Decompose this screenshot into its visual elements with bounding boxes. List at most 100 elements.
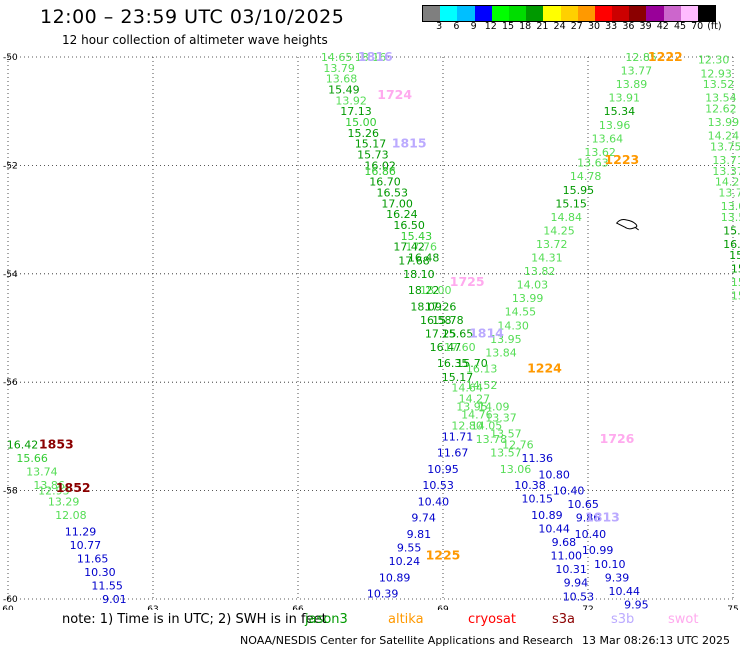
color-swatch bbox=[440, 6, 458, 21]
wave-height-value: 13.57 bbox=[490, 428, 522, 441]
wave-height-value: 16.35 bbox=[437, 357, 469, 370]
wave-height-value: 10.89 bbox=[379, 571, 411, 584]
wave-height-value: 12.93 bbox=[700, 67, 732, 80]
pass-labels: 1816 1724 1815 1222 1223 1725 1814 1224 1726 1853… bbox=[39, 49, 683, 563]
wave-height-value: 13.63 bbox=[577, 157, 609, 170]
pass-id-label: 1853 bbox=[39, 437, 74, 452]
wave-height-value: 10.65 bbox=[567, 498, 599, 511]
wave-height-value: 13.57 bbox=[490, 447, 522, 460]
wave-height-value: 13.62 bbox=[584, 146, 616, 159]
color-scale-label: 39 bbox=[639, 21, 652, 32]
satellite-legend-s3b: s3b bbox=[611, 612, 635, 627]
wave-height-value: 15.70 bbox=[456, 357, 488, 370]
y-tick-label: -54 bbox=[3, 270, 18, 280]
wave-height-value: 16.42 bbox=[7, 439, 39, 452]
wave-height-value: 15.78 bbox=[432, 314, 464, 327]
wave-height-value: 13.84 bbox=[485, 346, 517, 359]
color-scale-label: 15 bbox=[501, 21, 515, 32]
wave-height-value: 14.09 bbox=[478, 401, 510, 414]
wave-height-value: 14.03 bbox=[517, 279, 549, 292]
wave-height-value: 9.95 bbox=[624, 598, 649, 610]
wave-height-value: 11.65 bbox=[77, 552, 109, 565]
color-swatch bbox=[474, 6, 492, 21]
y-tick-label: -58 bbox=[3, 487, 18, 497]
wave-height-value: 10.44 bbox=[538, 523, 570, 536]
wave-height-value: 13.68 bbox=[326, 73, 358, 86]
wave-height-value: 10.31 bbox=[555, 563, 587, 576]
pass-id-label: 1813 bbox=[585, 510, 620, 525]
wave-height-value: 13.95 bbox=[490, 333, 522, 346]
wave-height-value: 12.76 bbox=[502, 439, 534, 452]
pass-id-label: 1852 bbox=[56, 480, 91, 495]
color-swatch bbox=[491, 6, 509, 21]
wave-height-value: 15.73 bbox=[357, 149, 389, 162]
wave-height-value: 16.58 bbox=[420, 314, 452, 327]
altimeter-track-values: 14.65 18.1613.7913.6815.4913.9217.1315.00… bbox=[7, 51, 740, 610]
island-outline bbox=[615, 218, 639, 231]
color-swatch bbox=[508, 6, 527, 21]
wave-height-value: 15. bbox=[729, 249, 740, 262]
wave-height-value: 13.96 bbox=[599, 119, 631, 132]
color-swatch bbox=[457, 6, 475, 21]
wave-height-value: 12.08 bbox=[55, 509, 87, 522]
wave-height-value: 10.95 bbox=[427, 463, 459, 476]
wave-height-value: 15.65 bbox=[442, 327, 474, 340]
y-tick-label: -60 bbox=[3, 595, 18, 605]
wave-height-value: 13.64 bbox=[592, 132, 624, 145]
wave-height-value: 14.23 bbox=[715, 176, 740, 189]
wave-height-value: 9.94 bbox=[564, 577, 589, 590]
wave-height-value: 9.81 bbox=[407, 528, 432, 541]
wave-height-value: 11.36 bbox=[522, 452, 554, 465]
pass-id-label: 1814 bbox=[469, 325, 504, 340]
wave-height-value: 10.40 bbox=[553, 485, 585, 498]
wave-height-value: 17.42 bbox=[393, 241, 425, 254]
wave-height-value: 16.13 bbox=[466, 363, 498, 376]
wave-height-value: 13.82 bbox=[524, 265, 556, 278]
color-swatch bbox=[612, 6, 630, 21]
wave-height-value: 18.09 bbox=[410, 300, 442, 313]
y-tick-label: -56 bbox=[3, 378, 18, 388]
color-scale-label: 24 bbox=[553, 21, 566, 32]
satellite-legend-swot: swot bbox=[668, 612, 699, 627]
wave-height-value: 10.24 bbox=[389, 555, 421, 568]
wave-height-value: 14.25 bbox=[543, 224, 575, 237]
x-tick-label: 75 bbox=[727, 605, 738, 610]
color-swatch bbox=[577, 6, 595, 21]
wave-height-value: 13.71 bbox=[712, 154, 740, 167]
wave-height-value: 10.53 bbox=[422, 479, 454, 492]
wave-height-value: 10.40 bbox=[418, 495, 450, 508]
wave-height-value: 16.86 bbox=[364, 165, 396, 178]
color-scale-label: 9 bbox=[470, 21, 477, 32]
wave-height-value: 12.62 bbox=[705, 102, 737, 115]
wave-height-value: 13.99 bbox=[708, 116, 740, 129]
wave-height-value: 10.15 bbox=[522, 493, 554, 506]
wave-height-value: 14.30 bbox=[497, 319, 529, 332]
wave-height-value: 12.80 bbox=[451, 420, 483, 433]
color-swatch bbox=[680, 6, 698, 21]
wave-height-value: 17.00 bbox=[381, 197, 413, 210]
wave-height-value: 13.77 bbox=[621, 65, 653, 78]
pass-id-label: 1816 bbox=[358, 49, 393, 64]
color-swatch bbox=[646, 6, 664, 21]
wave-height-value: 15 bbox=[731, 276, 740, 289]
color-scale-label: 42 bbox=[656, 21, 669, 32]
wave-height-value: 16.53 bbox=[377, 187, 409, 200]
wave-height-value: 10.99 bbox=[582, 544, 614, 557]
color-swatch bbox=[560, 6, 578, 21]
pass-id-label: 1225 bbox=[426, 548, 461, 563]
wave-height-value: 14.24 bbox=[708, 130, 740, 143]
wave-height-value: 10.80 bbox=[538, 468, 570, 481]
wave-height-value: 13.75 bbox=[710, 140, 740, 153]
page-title: 12:00 – 23:59 UTC 03/10/2025 bbox=[40, 6, 345, 28]
wave-height-value: 13.92 bbox=[335, 94, 367, 107]
color-scale-label: (ft) bbox=[707, 21, 722, 32]
color-scale-label: 36 bbox=[622, 21, 635, 32]
map-grid bbox=[7, 56, 734, 600]
wave-height-value: 9.68 bbox=[552, 536, 577, 549]
y-tick-label: -52 bbox=[3, 161, 18, 171]
wave-height-value: 11.67 bbox=[437, 447, 469, 460]
wave-height-value: 15.66 bbox=[16, 452, 48, 465]
wave-height-value: 16.24 bbox=[386, 208, 418, 221]
color-scale-label: 12 bbox=[484, 21, 497, 32]
x-tick-label: 72 bbox=[582, 605, 593, 610]
